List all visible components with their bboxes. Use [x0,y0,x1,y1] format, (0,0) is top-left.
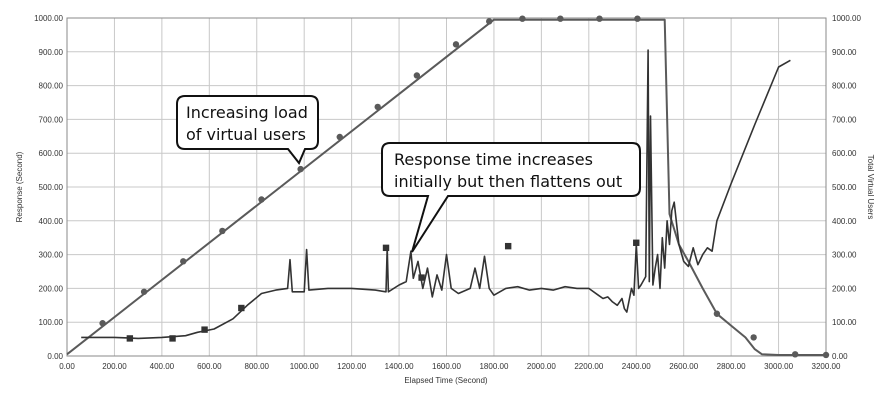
data-point-users [258,196,265,203]
y2-tick-label: 500.00 [832,183,857,192]
x-tick-label: 2800.00 [717,362,746,371]
data-point-users [99,320,106,327]
callout-virtual-users: Increasing load of virtual users [176,95,319,165]
data-point-response [169,335,176,342]
data-point-response [201,326,208,333]
y2-tick-label: 700.00 [832,115,857,124]
y-axis-label: Response (Second) [15,151,24,222]
x-tick-label: 1200.00 [337,362,366,371]
y2-tick-label: 900.00 [832,48,857,57]
y2-tick-label: 400.00 [832,217,857,226]
data-point-users [336,133,343,141]
data-point-users [413,72,421,79]
data-point-response [633,239,640,246]
data-point-users [140,288,148,295]
y-tick-label: 1000.00 [34,14,63,23]
y2-tick-label: 300.00 [832,251,857,260]
y-tick-label: 300.00 [39,251,64,260]
y-tick-label: 700.00 [39,115,64,124]
x-tick-label: 1000.00 [290,362,319,371]
x-tick-label: 1400.00 [385,362,414,371]
x-tick-label: 200.00 [102,362,127,371]
callout-response-time: Response time increases initially but th… [381,142,641,253]
y-tick-label: 600.00 [39,149,64,158]
data-point-users [297,165,304,173]
callout-line-2: initially but then flattens out [394,172,622,191]
x-tick-label: 3200.00 [812,362,841,371]
data-point-response [238,304,245,312]
x-tick-label: 2600.00 [669,362,698,371]
series-users [66,15,830,359]
data-point-users [519,15,526,22]
y-tick-label: 900.00 [39,48,64,57]
series-response [81,49,791,342]
x-tick-label: 0.00 [59,362,75,371]
data-point-users [219,227,226,235]
data-point-users [750,334,757,341]
y2-tick-label: 100.00 [832,318,857,327]
x-tick-label: 400.00 [150,362,175,371]
y2-tick-label: 1000.00 [832,14,861,23]
x-tick-label: 1600.00 [432,362,461,371]
data-point-users [596,15,603,22]
data-point-response [418,274,425,281]
data-point-response [504,242,512,250]
data-point-users [374,103,381,111]
x-axis-label: Elapsed Time (Second) [404,376,487,385]
data-point-response [382,244,390,252]
data-point-response [126,335,134,342]
y2-tick-label: 200.00 [832,284,857,293]
series-layer [66,15,830,359]
x-tick-label: 600.00 [197,362,222,371]
series-line-users [66,18,826,356]
x-tick-label: 800.00 [245,362,270,371]
series-line-response [81,49,791,340]
data-point-users [713,310,721,317]
y2-tick-label: 0.00 [832,352,848,361]
y-tick-label: 0.00 [47,352,63,361]
x-tick-label: 2200.00 [574,362,603,371]
data-point-users [557,15,564,22]
data-point-users [452,41,460,48]
x-tick-label: 2000.00 [527,362,556,371]
y2-tick-label: 600.00 [832,149,857,158]
callout-line-1: Response time increases [394,150,593,169]
y-tick-label: 800.00 [39,82,64,91]
y-tick-label: 100.00 [39,318,64,327]
y2-tick-label: 800.00 [832,82,857,91]
callout-bubble [381,142,641,253]
data-point-users [822,351,830,359]
callout-line-1: Increasing load [186,103,308,122]
x-tick-label: 1800.00 [479,362,508,371]
x-tick-label: 2400.00 [622,362,651,371]
x-tick-label: 3000.00 [764,362,793,371]
y-tick-label: 400.00 [39,217,64,226]
data-point-users [634,15,641,22]
y-tick-label: 200.00 [39,284,64,293]
y-tick-label: 500.00 [39,183,64,192]
y2-axis-label: Total Virtual Users [866,155,875,220]
data-point-users [180,258,187,265]
axis-ticks: 0.00 200.00 400.00 600.00 800.00 1000.00 1200.… [34,14,861,371]
data-point-users [791,351,799,358]
plot-area [66,17,827,357]
data-point-users [485,18,493,25]
callout-line-2: of virtual users [186,125,306,144]
callout-bubble [176,95,319,165]
